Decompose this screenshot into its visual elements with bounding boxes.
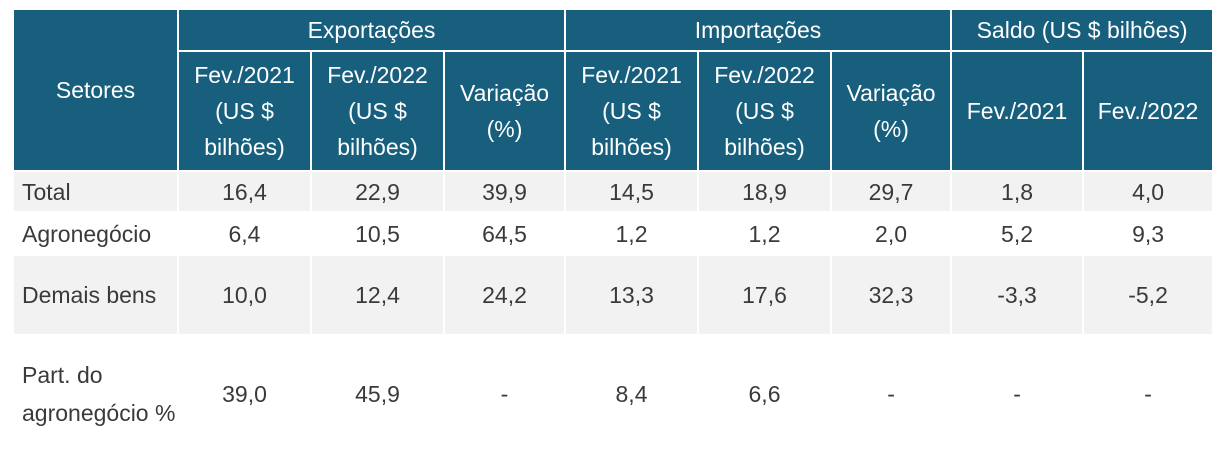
cell: 6,4 [177,211,312,256]
cell: 4,0 [1082,170,1215,213]
cell: 2,0 [830,211,953,256]
cell: 29,7 [830,170,953,213]
cell: -5,2 [1082,254,1215,336]
cell: 1,2 [697,211,833,256]
trade-balance-table: Setores Exportações Importações Saldo (U… [12,8,1215,454]
header-balance: Saldo (US $ bilhões) [950,8,1215,52]
header-sectors: Setores [12,8,179,172]
cell: 14,5 [564,170,700,213]
cell: 18,9 [697,170,833,213]
cell: 5,2 [950,211,1085,256]
cell: -3,3 [950,254,1085,336]
table-row: Part. do agronegócio % 39,0 45,9 - 8,4 6… [12,334,1215,454]
cell: 10,0 [177,254,312,336]
cell: 8,4 [564,334,700,454]
row-label: Total [12,170,179,213]
cell: - [442,334,567,454]
cell: 45,9 [310,334,445,454]
cell: 32,3 [830,254,953,336]
cell: 22,9 [310,170,445,213]
cell: 39,9 [442,170,567,213]
header-exp-feb2022: Fev./2022 (US $ bilhões) [310,50,445,172]
table-row: Agronegócio 6,4 10,5 64,5 1,2 1,2 2,0 5,… [12,211,1215,256]
table-row: Total 16,4 22,9 39,9 14,5 18,9 29,7 1,8 … [12,170,1215,213]
cell: 24,2 [442,254,567,336]
cell: 39,0 [177,334,312,454]
row-label: Demais bens [12,254,179,336]
header-exports: Exportações [176,8,567,52]
cell: 6,6 [697,334,833,454]
cell: 12,4 [310,254,445,336]
table-row: Demais bens 10,0 12,4 24,2 13,3 17,6 32,… [12,254,1215,336]
cell: 1,8 [950,170,1085,213]
header-exp-feb2021: Fev./2021 (US $ bilhões) [177,50,312,172]
row-label: Part. do agronegócio % [12,334,179,454]
header-exp-variation: Variação (%) [442,50,567,172]
cell: 16,4 [177,170,312,213]
cell: 10,5 [310,211,445,256]
header-imp-feb2021: Fev./2021 (US $ bilhões) [564,50,700,172]
row-label: Agronegócio [12,211,179,256]
header-imp-variation: Variação (%) [830,50,953,172]
cell: 9,3 [1082,211,1215,256]
header-bal-feb2021: Fev./2021 [950,50,1085,172]
cell: 13,3 [564,254,700,336]
header-imp-feb2022: Fev./2022 (US $ bilhões) [697,50,833,172]
cell: - [1082,334,1215,454]
cell: 64,5 [442,211,567,256]
cell: - [950,334,1085,454]
header-bal-feb2022: Fev./2022 [1082,50,1215,172]
cell: - [830,334,953,454]
cell: 17,6 [697,254,833,336]
cell: 1,2 [564,211,700,256]
header-imports: Importações [564,8,953,52]
